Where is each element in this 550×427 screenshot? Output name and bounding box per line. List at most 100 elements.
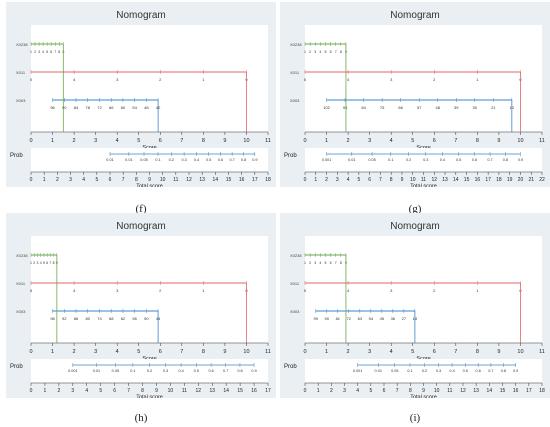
total-tick-label: 17: [526, 388, 532, 394]
score-tick-label: 5: [411, 138, 414, 144]
variable-tick-label: 6: [330, 261, 332, 265]
variable-tick-label: 60: [121, 105, 126, 110]
prob-tick-label: 0.001: [322, 158, 332, 162]
variable-tick-label: 5: [304, 77, 307, 82]
variable-tick-label: 3: [390, 77, 393, 82]
score-tick-label: 9: [223, 138, 226, 144]
total-tick-label: 6: [383, 388, 386, 394]
total-tick-label: 10: [168, 388, 174, 394]
prob-tick-label: 0.2: [406, 158, 411, 162]
variable-tick-label: 48: [144, 105, 149, 110]
total-tick-label: 17: [485, 177, 491, 183]
variable-tick-label: 66: [398, 105, 403, 110]
prob-plot-area: [305, 359, 542, 383]
top-plot-area: [305, 236, 542, 343]
variable-tick-label: 2: [433, 288, 436, 293]
score-tick-label: 7: [180, 138, 183, 144]
prob-tick-label: 0.6: [476, 369, 481, 373]
score-tick-label: 0: [29, 349, 32, 355]
total-tick-label: 7: [122, 177, 125, 183]
prob-tick-label: 0.001: [353, 369, 363, 373]
variable-tick-label: 78: [86, 105, 91, 110]
chart-title: Nomogram: [116, 221, 165, 232]
score-tick-label: 4: [116, 138, 119, 144]
total-tick-label: 1: [44, 388, 47, 394]
score-tick-label: 8: [202, 138, 205, 144]
variable-tick-label: 80: [86, 316, 91, 321]
total-tick-label: 0: [304, 388, 307, 394]
variable-tick-label: 2: [159, 77, 162, 82]
score-tick-label: 1: [325, 349, 328, 355]
score-tick-label: 5: [137, 349, 140, 355]
total-tick-label: 14: [213, 177, 219, 183]
prob-tick-label: 0.6: [208, 369, 213, 373]
total-tick-label: 7: [396, 388, 399, 394]
nomogram-svg: Nomogram01234567891011ScoreX023812345678…: [284, 221, 545, 398]
variable-tick-label: 6: [46, 261, 48, 265]
score-tick-label: 10: [517, 138, 523, 144]
total-tick-label: 5: [95, 177, 98, 183]
prob-tick-label: 0.5: [206, 158, 211, 162]
score-tick-label: 7: [454, 138, 457, 144]
total-tick-label: 13: [442, 177, 448, 183]
score-tick-label: 11: [265, 349, 271, 355]
total-tick-label: 8: [135, 177, 138, 183]
panel-caption-h: (h): [134, 412, 148, 424]
total-tick-label: 0: [30, 388, 33, 394]
score-tick-label: 6: [433, 138, 436, 144]
variable-tick-label: 81: [336, 316, 341, 321]
variable-tick-label: 8: [340, 50, 342, 54]
variable-tick-label: 2: [433, 77, 436, 82]
score-tick-label: 9: [497, 349, 500, 355]
total-axis-label: Total score: [136, 184, 163, 188]
total-tick-label: 2: [56, 177, 59, 183]
prob-tick-label: 0.9: [513, 369, 518, 373]
total-tick-label: 5: [369, 388, 372, 394]
total-tick-label: 14: [453, 177, 459, 183]
nomogram-svg: Nomogram01234567891011ScoreX023812345678…: [10, 221, 271, 398]
total-tick-label: 14: [487, 388, 493, 394]
variable-tick-label: 74: [97, 316, 102, 321]
variable-tick-label: 92: [62, 316, 67, 321]
score-tick-label: 10: [243, 349, 249, 355]
variable-tick-label: 7: [49, 261, 51, 265]
variable-label-x0238: X0238: [16, 42, 28, 47]
variable-label-x003: X003: [16, 98, 26, 103]
total-tick-label: 8: [141, 388, 144, 394]
variable-tick-label: 4: [347, 77, 350, 82]
total-tick-label: 4: [82, 177, 85, 183]
variable-tick-label: 93: [343, 105, 348, 110]
score-tick-label: 5: [411, 349, 414, 355]
variable-tick-label: 3: [314, 261, 316, 265]
variable-tick-label: 90: [62, 105, 67, 110]
score-tick-label: 3: [368, 349, 371, 355]
prob-label: Prob: [10, 364, 23, 370]
score-tick-label: 9: [497, 138, 500, 144]
prob-tick-label: 0.3: [436, 369, 441, 373]
score-tick-label: 0: [303, 349, 306, 355]
total-tick-label: 17: [265, 388, 271, 394]
prob-tick-label: 0.1: [130, 369, 135, 373]
prob-tick-label: 0.6: [472, 158, 477, 162]
total-tick-label: 16: [513, 388, 519, 394]
panel-caption-f: (f): [135, 203, 147, 215]
variable-tick-label: 8: [58, 50, 60, 54]
prob-tick-label: 0.05: [368, 158, 375, 162]
score-tick-label: 3: [94, 349, 97, 355]
total-tick-label: 13: [209, 388, 215, 394]
score-tick-label: 7: [454, 349, 457, 355]
variable-tick-label: 39: [454, 105, 459, 110]
prob-tick-label: 0.001: [68, 369, 78, 373]
variable-tick-label: 2: [33, 261, 35, 265]
variable-tick-label: 84: [74, 105, 79, 110]
variable-tick-label: 4: [40, 261, 42, 265]
total-tick-label: 11: [173, 177, 178, 183]
variable-tick-label: 8: [53, 261, 55, 265]
prob-label: Prob: [10, 153, 23, 159]
score-tick-label: 11: [539, 349, 545, 355]
variable-tick-label: 102: [323, 105, 330, 110]
total-tick-label: 10: [410, 177, 416, 183]
total-tick-label: 15: [237, 388, 243, 394]
score-tick-label: 2: [347, 138, 350, 144]
score-tick-label: 6: [159, 138, 162, 144]
